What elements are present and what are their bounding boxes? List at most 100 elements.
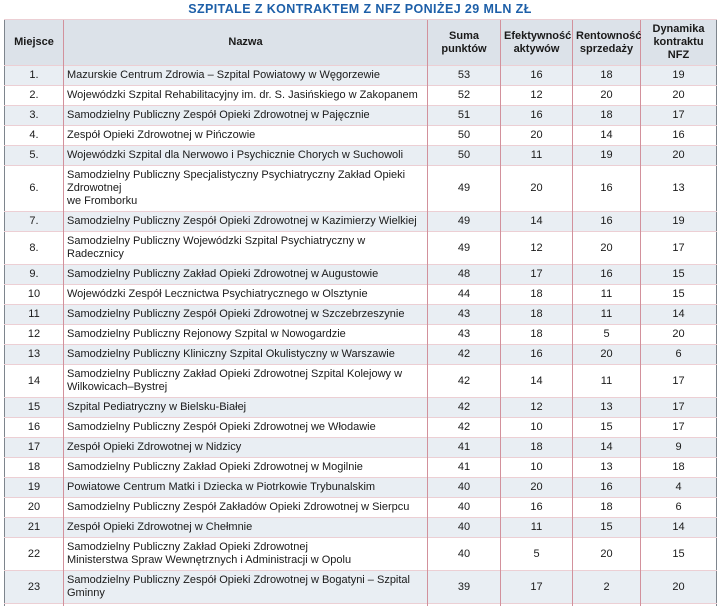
table-row: 3. Samodzielny Publiczny Zespół Opieki Zd… <box>4 105 717 126</box>
asset-efficiency-cell: 12 <box>500 397 573 418</box>
table-body: 1. Mazurskie Centrum Zdrowia – Szpital Po… <box>4 65 717 606</box>
sales-profitability-cell: 11 <box>572 284 641 305</box>
points-sum-cell: 39 <box>427 603 501 606</box>
table-row: 9. Samodzielny Publiczny Zakład Opieki Zd… <box>4 264 717 285</box>
table-row: 8. Samodzielny Publiczny Wojewódzki Szpit… <box>4 231 717 265</box>
asset-efficiency-cell: 11 <box>500 145 573 166</box>
rank-cell: 16 <box>4 417 64 438</box>
hospital-name-cell: Samodzielny Publiczny Zespół Opieki Zdro… <box>63 304 428 325</box>
sales-profitability-cell: 16 <box>572 477 641 498</box>
header-asset-efficiency: Efektywność aktywów <box>500 19 573 66</box>
hospital-name-cell: Samodzielny Publiczny Zespół Opieki Zdro… <box>63 211 428 232</box>
sales-profitability-cell: 16 <box>572 264 641 285</box>
rank-cell: 1. <box>4 65 64 86</box>
table-row: 14 Samodzielny Publiczny Zakład Opieki Zd… <box>4 364 717 398</box>
points-sum-cell: 49 <box>427 211 501 232</box>
sales-profitability-cell: 13 <box>572 397 641 418</box>
rank-cell: 21 <box>4 517 64 538</box>
sales-profitability-cell: 19 <box>572 145 641 166</box>
rank-cell: 11 <box>4 304 64 325</box>
hospital-name-cell: Mazurskie Centrum Zdrowia – Szpital Powi… <box>63 65 428 86</box>
asset-efficiency-cell: 16 <box>500 344 573 365</box>
asset-efficiency-cell: 11 <box>500 603 573 606</box>
header-row: Miejsce Nazwa Suma punktów Efektywność a… <box>4 19 717 66</box>
hospital-name-cell: Samodzielny Publiczny Rejonowy Szpital w… <box>63 324 428 345</box>
sales-profitability-cell: 18 <box>572 65 641 86</box>
table-row: 16 Samodzielny Publiczny Zespół Opieki Zd… <box>4 417 717 438</box>
nfz-dynamics-cell: 13 <box>640 165 717 212</box>
nfz-dynamics-cell: 19 <box>640 211 717 232</box>
table-row: 18 Samodzielny Publiczny Zakład Opieki Zd… <box>4 457 717 478</box>
asset-efficiency-cell: 16 <box>500 497 573 518</box>
nfz-dynamics-cell: 15 <box>640 264 717 285</box>
asset-efficiency-cell: 10 <box>500 417 573 438</box>
points-sum-cell: 42 <box>427 344 501 365</box>
hospital-name-cell: Samodzielny Publiczny Zespół Opieki Zdro… <box>63 417 428 438</box>
hospital-name-cell: Szpital Powiatowy Samodzielny Publiczny … <box>63 603 428 606</box>
rank-cell: 6. <box>4 165 64 212</box>
points-sum-cell: 41 <box>427 437 501 458</box>
asset-efficiency-cell: 18 <box>500 437 573 458</box>
hospital-name-cell: Samodzielny Publiczny Zakład Opieki Zdro… <box>63 364 428 398</box>
table-row: 20 Samodzielny Publiczny Zespół Zakładów … <box>4 497 717 518</box>
nfz-dynamics-cell: 17 <box>640 397 717 418</box>
table-row: 2. Wojewódzki Szpital Rehabilitacyjny im.… <box>4 85 717 106</box>
hospital-name-cell: Wojewódzki Szpital Rehabilitacyjny im. d… <box>63 85 428 106</box>
hospital-name-cell: Szpital Pediatryczny w Bielsku-Białej <box>63 397 428 418</box>
sales-profitability-cell: 18 <box>572 497 641 518</box>
rank-cell: 19 <box>4 477 64 498</box>
nfz-dynamics-cell: 15 <box>640 537 717 571</box>
table-row: 17 Zespół Opieki Zdrowotnej w Nidzicy 41 18… <box>4 437 717 458</box>
header-name: Nazwa <box>63 19 428 66</box>
table-row: 11 Samodzielny Publiczny Zespół Opieki Zd… <box>4 304 717 325</box>
sales-profitability-cell: 14 <box>572 437 641 458</box>
nfz-dynamics-cell: 14 <box>640 304 717 325</box>
hospital-name-cell: Samodzielny Publiczny Zespół Opieki Zdro… <box>63 105 428 126</box>
rank-cell: 7. <box>4 211 64 232</box>
points-sum-cell: 51 <box>427 105 501 126</box>
rank-cell: 22 <box>4 537 64 571</box>
nfz-dynamics-cell: 20 <box>640 570 717 604</box>
hospital-name-cell: Samodzielny Publiczny Kliniczny Szpital … <box>63 344 428 365</box>
points-sum-cell: 50 <box>427 145 501 166</box>
asset-efficiency-cell: 18 <box>500 284 573 305</box>
hospital-name-cell: Zespół Opieki Zdrowotnej w Chełmnie <box>63 517 428 538</box>
nfz-dynamics-cell: 19 <box>640 65 717 86</box>
rank-cell: 5. <box>4 145 64 166</box>
table-row: 5. Wojewódzki Szpital dla Nerwowo i Psych… <box>4 145 717 166</box>
rank-cell: 18 <box>4 457 64 478</box>
sales-profitability-cell: 15 <box>572 417 641 438</box>
points-sum-cell: 40 <box>427 497 501 518</box>
rank-cell: 20 <box>4 497 64 518</box>
rank-cell: 15 <box>4 397 64 418</box>
rank-cell: 14 <box>4 364 64 398</box>
sales-profitability-cell: 14 <box>572 125 641 146</box>
asset-efficiency-cell: 16 <box>500 105 573 126</box>
nfz-dynamics-cell: 20 <box>640 324 717 345</box>
points-sum-cell: 40 <box>427 477 501 498</box>
points-sum-cell: 49 <box>427 231 501 265</box>
asset-efficiency-cell: 12 <box>500 231 573 265</box>
asset-efficiency-cell: 18 <box>500 324 573 345</box>
asset-efficiency-cell: 20 <box>500 165 573 212</box>
sales-profitability-cell: 15 <box>572 517 641 538</box>
hospital-name-cell: Zespół Opieki Zdrowotnej w Pińczowie <box>63 125 428 146</box>
points-sum-cell: 40 <box>427 537 501 571</box>
sales-profitability-cell: 11 <box>572 304 641 325</box>
table-row: 22 Samodzielny Publiczny Zakład Opieki Zd… <box>4 537 717 571</box>
points-sum-cell: 50 <box>427 125 501 146</box>
nfz-dynamics-cell: 14 <box>640 517 717 538</box>
table-row: 21 Zespół Opieki Zdrowotnej w Chełmnie 40 1… <box>4 517 717 538</box>
asset-efficiency-cell: 12 <box>500 85 573 106</box>
asset-efficiency-cell: 16 <box>500 65 573 86</box>
table-header: Miejsce Nazwa Suma punktów Efektywność a… <box>4 19 717 66</box>
table-row: 7. Samodzielny Publiczny Zespół Opieki Zd… <box>4 211 717 232</box>
sales-profitability-cell: 18 <box>572 105 641 126</box>
hospital-name-cell: Wojewódzki Szpital dla Nerwowo i Psychic… <box>63 145 428 166</box>
rank-cell: 24 <box>4 603 64 606</box>
nfz-dynamics-cell: 18 <box>640 457 717 478</box>
sales-profitability-cell: 20 <box>572 603 641 606</box>
table-row: 13 Samodzielny Publiczny Kliniczny Szpita… <box>4 344 717 365</box>
table-row: 4. Zespół Opieki Zdrowotnej w Pińczowie 50… <box>4 125 717 146</box>
hospital-name-cell: Powiatowe Centrum Matki i Dziecka w Piot… <box>63 477 428 498</box>
